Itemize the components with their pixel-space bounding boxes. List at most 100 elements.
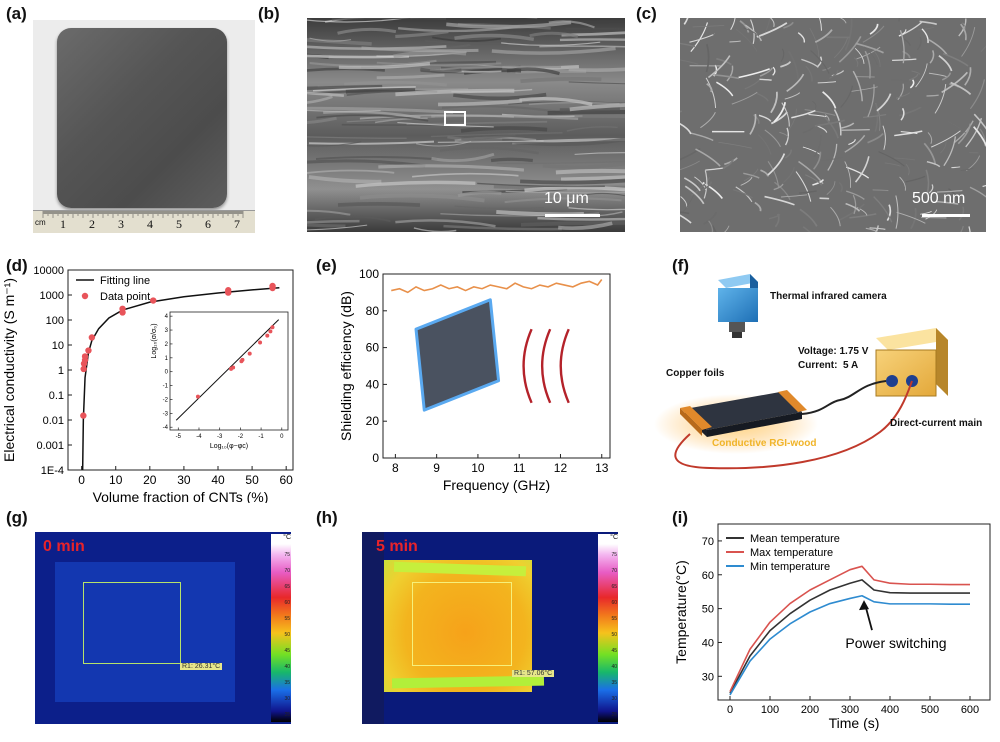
color-scale-tick: 70 — [611, 568, 617, 574]
nanofiber — [749, 113, 757, 135]
legend-label: Mean temperature — [750, 533, 840, 545]
nanofiber — [759, 78, 772, 81]
nanofiber — [680, 42, 696, 48]
nanofiber — [799, 208, 818, 227]
nanofiber — [873, 179, 895, 183]
nanofiber — [941, 72, 951, 81]
nanofiber — [899, 36, 911, 46]
nanofiber — [850, 86, 878, 92]
nanofiber — [700, 111, 716, 129]
inset-fit-line — [175, 319, 280, 421]
sem-streak — [395, 219, 496, 228]
nanofiber — [900, 107, 905, 121]
y-tick-label: 40 — [702, 637, 714, 649]
sem-streak — [566, 126, 618, 132]
sem-streak — [307, 116, 337, 125]
nanofiber — [799, 190, 817, 194]
nanofiber — [773, 183, 784, 191]
color-scale-tick: 50 — [611, 632, 617, 638]
y-tick-label: 1000 — [40, 290, 64, 302]
sem-streak — [432, 36, 502, 42]
data-point — [81, 356, 89, 364]
sample-board — [57, 28, 227, 208]
nanofiber — [886, 204, 892, 222]
data-point — [150, 297, 157, 304]
nanofiber — [757, 134, 772, 155]
nanofiber — [853, 57, 859, 67]
x-tick-label: 0 — [727, 704, 733, 716]
nanofiber — [939, 140, 947, 154]
wave-arc — [559, 328, 570, 404]
nanofiber — [802, 126, 814, 134]
nanofiber — [878, 151, 905, 167]
sem-streak — [424, 43, 471, 51]
nanofiber — [936, 189, 963, 193]
sem-streak — [560, 175, 625, 182]
legend-point-swatch — [81, 292, 89, 300]
nanofiber — [898, 18, 901, 22]
nanofiber — [784, 149, 792, 159]
nanofiber — [768, 213, 781, 220]
nanofiber — [854, 47, 865, 64]
x-tick-label: 12 — [554, 461, 568, 475]
nanofiber — [938, 55, 953, 72]
nanofiber — [801, 58, 819, 68]
sem-streak — [447, 135, 503, 142]
x-tick-label: 10 — [109, 473, 123, 487]
nanofiber — [691, 177, 711, 196]
sem-streak — [491, 46, 616, 55]
chart-conductivity: 0 10 20 30 40 50 601E-40.0010.010.111010010001… — [1, 265, 294, 503]
sem-streak — [574, 114, 625, 119]
color-scale-tick: 75 — [284, 552, 290, 558]
color-scale-tick: 60 — [284, 600, 290, 606]
nanofiber — [714, 73, 740, 80]
sem-streak — [307, 91, 345, 98]
legend-label: Fitting line — [100, 275, 150, 287]
nanofiber — [823, 116, 839, 139]
sem-streak — [307, 95, 333, 104]
sem-streak — [520, 221, 625, 227]
sem-streak — [437, 140, 544, 144]
nanofiber — [873, 196, 893, 223]
sem-streak — [505, 190, 625, 194]
x-tick-label: 8 — [392, 461, 399, 475]
nanofiber — [683, 18, 689, 25]
sem-streak — [337, 201, 421, 207]
nanofiber — [819, 18, 822, 31]
sem-streak — [537, 216, 625, 221]
color-scale-tick: 30 — [611, 696, 617, 702]
nanofiber — [844, 18, 853, 51]
nanofiber — [707, 55, 731, 79]
nanofiber — [689, 33, 715, 43]
nanofiber — [958, 206, 965, 221]
sem-streak — [542, 161, 625, 169]
x-axis-label: Volume fraction of CNTs (%) — [93, 489, 269, 503]
nanofiber — [911, 70, 921, 75]
nanofiber — [968, 226, 971, 232]
nanofiber — [773, 102, 787, 123]
nanofiber — [787, 50, 799, 79]
nanofiber — [781, 102, 790, 127]
inset-y-tick-label: -4 — [163, 425, 169, 431]
sem-streak — [461, 133, 516, 141]
x-tick-label: 40 — [211, 473, 225, 487]
series-line — [391, 279, 603, 294]
nanofiber — [841, 122, 855, 129]
nanofiber — [738, 68, 770, 79]
sem-streak — [555, 168, 625, 175]
panel-label-c: (c) — [636, 4, 657, 23]
nanofiber — [764, 129, 781, 148]
nanofiber — [735, 28, 758, 52]
sem-streak — [496, 160, 625, 165]
nanofiber — [852, 194, 857, 215]
nanofiber — [973, 126, 986, 148]
nanofiber — [905, 163, 910, 176]
data-point — [269, 282, 276, 290]
y-tick-label: 100 — [46, 315, 64, 327]
nanofiber — [711, 225, 717, 232]
nanofiber — [901, 97, 927, 111]
sem-streak — [359, 193, 485, 203]
nanofiber — [690, 22, 709, 53]
nanofiber — [950, 81, 972, 96]
nanofiber — [692, 25, 725, 28]
